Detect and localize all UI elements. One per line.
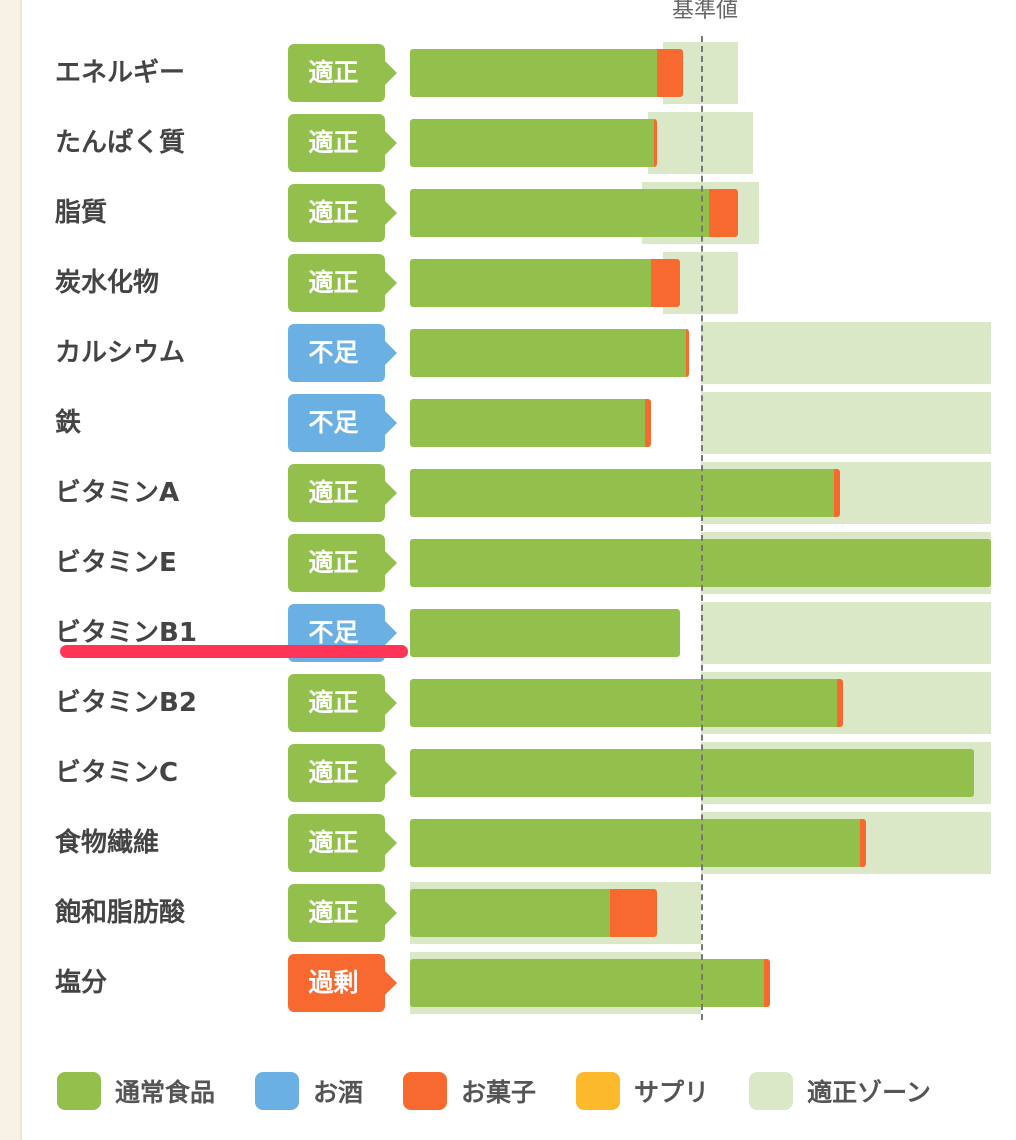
bar-food — [410, 329, 686, 377]
bar-food — [410, 819, 861, 867]
bar-food — [410, 959, 765, 1007]
status-badge: 過剰 — [288, 954, 397, 1012]
reference-line — [701, 36, 703, 1020]
legend-swatch — [255, 1072, 300, 1110]
bar-food — [410, 679, 838, 727]
status-badge: 適正 — [288, 674, 397, 732]
bar-snack — [837, 679, 843, 727]
legend-item: サプリ — [576, 1072, 709, 1110]
reference-label: 基準値 — [671, 0, 738, 23]
nutrient-label: 炭水化物 — [55, 268, 160, 298]
legend-item: 適正ゾーン — [749, 1072, 931, 1110]
legend-swatch — [57, 1072, 101, 1110]
nutrient-label: ビタミンA — [55, 478, 180, 508]
status-badge: 不足 — [288, 394, 397, 452]
bar-snack — [610, 889, 657, 937]
legend-label: お酒 — [313, 1078, 364, 1107]
bar-snack — [860, 819, 867, 867]
legend-label: サプリ — [634, 1078, 710, 1107]
nutrient-label: カルシウム — [55, 338, 186, 368]
bar-food — [410, 609, 681, 657]
status-badge: 適正 — [288, 534, 397, 592]
bar-snack — [654, 119, 657, 167]
legend-label: 適正ゾーン — [807, 1078, 931, 1107]
bar-snack — [685, 329, 689, 377]
bar-snack — [764, 959, 771, 1007]
status-badge: 適正 — [288, 884, 397, 942]
legend-item: お菓子 — [403, 1072, 536, 1110]
nutrient-label: ビタミンE — [55, 548, 177, 578]
status-badge: 適正 — [288, 814, 397, 872]
nutrient-label: 鉄 — [55, 408, 82, 438]
bar-food — [410, 119, 655, 167]
bar-snack — [651, 259, 681, 307]
bar-food — [410, 49, 657, 97]
status-badge: 不足 — [288, 324, 397, 382]
bar-food — [410, 189, 710, 237]
legend-label: お菓子 — [461, 1078, 537, 1107]
nutrient-label: 飽和脂肪酸 — [55, 898, 186, 928]
status-badge: 適正 — [288, 44, 397, 102]
legend: 通常食品 お酒 お菓子 サプリ 適正ゾーン — [57, 1072, 971, 1110]
highlight-underline-annotation — [60, 645, 408, 658]
legend-swatch — [749, 1072, 794, 1110]
bar-food — [410, 399, 646, 447]
bar-food — [410, 259, 652, 307]
nutrient-label: ビタミンB1 — [55, 618, 197, 648]
legend-swatch — [576, 1072, 621, 1110]
optimal-zone — [648, 112, 753, 174]
nutrient-label: 塩分 — [55, 968, 108, 998]
bar-food — [410, 749, 974, 797]
nutrient-label: ビタミンB2 — [55, 688, 197, 718]
optimal-zone — [700, 322, 991, 384]
optimal-zone — [700, 602, 991, 664]
legend-item: お酒 — [255, 1072, 363, 1110]
bar-snack — [834, 469, 840, 517]
bar-snack — [656, 49, 684, 97]
legend-item: 通常食品 — [57, 1072, 215, 1110]
optimal-zone — [700, 392, 991, 454]
nutrient-label: たんぱく質 — [55, 128, 186, 158]
status-badge: 適正 — [288, 114, 397, 172]
status-badge: 適正 — [288, 254, 397, 312]
bar-food — [410, 539, 991, 587]
status-badge: 適正 — [288, 744, 397, 802]
nutrient-label: ビタミンC — [55, 758, 179, 788]
status-badge: 適正 — [288, 184, 397, 242]
bar-food — [410, 469, 835, 517]
left-edge-panel — [0, 0, 22, 1140]
legend-swatch — [403, 1072, 448, 1110]
nutrient-label: 脂質 — [55, 198, 108, 228]
status-badge: 適正 — [288, 464, 397, 522]
bar-snack — [709, 189, 739, 237]
bar-food — [410, 889, 611, 937]
nutrient-label: 食物繊維 — [55, 828, 160, 858]
bar-snack — [645, 399, 652, 447]
nutrient-label: エネルギー — [55, 58, 186, 88]
legend-label: 通常食品 — [115, 1078, 216, 1107]
